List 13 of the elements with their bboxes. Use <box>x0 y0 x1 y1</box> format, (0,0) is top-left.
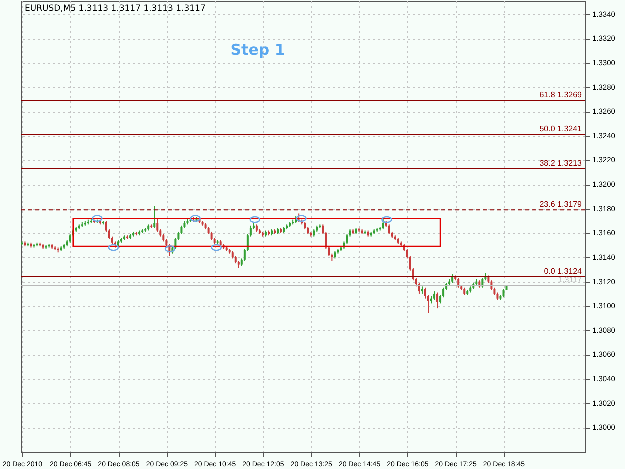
ref-line-label: 61.8 1.3269 <box>540 90 583 100</box>
candlestick <box>436 292 439 310</box>
ref-line-label: 0.0 1.3124 <box>544 266 583 276</box>
annotation: Step 1 <box>230 41 286 59</box>
ref-line-label: 38.2 1.3213 <box>540 158 583 168</box>
ref-line-label: 50.0 1.3241 <box>540 124 583 134</box>
ref-line-label: 23.6 1.3179 <box>540 200 583 210</box>
candlestick <box>154 206 156 229</box>
chart-title: EURUSD,M5 1.3113 1.3117 1.3113 1.3117 <box>25 4 206 14</box>
candlestick <box>346 234 348 245</box>
candlestick <box>388 224 390 235</box>
ref-line-label: 1.3117 <box>558 275 583 284</box>
candlestick <box>382 218 384 230</box>
